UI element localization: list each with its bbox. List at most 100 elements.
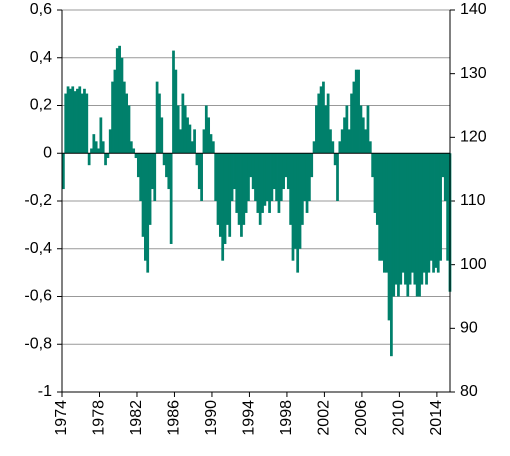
y-tick-label: 0,6 bbox=[30, 1, 52, 18]
bar bbox=[338, 141, 342, 154]
bar bbox=[176, 105, 180, 154]
y-tick-label: -0,6 bbox=[24, 288, 52, 305]
bar bbox=[195, 153, 199, 166]
bar bbox=[368, 141, 372, 154]
bar bbox=[387, 153, 391, 321]
bar bbox=[172, 50, 175, 154]
bar bbox=[425, 153, 428, 285]
bar bbox=[181, 93, 185, 154]
bar bbox=[160, 117, 164, 154]
bar bbox=[432, 153, 435, 273]
bar bbox=[76, 88, 79, 154]
bar bbox=[92, 134, 96, 154]
bar bbox=[420, 153, 424, 285]
bar bbox=[279, 153, 283, 201]
bar bbox=[90, 148, 93, 154]
x-tick-label: 1998 bbox=[278, 400, 295, 436]
bar bbox=[111, 81, 114, 154]
bar bbox=[249, 153, 253, 178]
bar bbox=[240, 153, 243, 237]
bar bbox=[319, 86, 323, 154]
bar bbox=[66, 86, 70, 154]
bar bbox=[378, 153, 382, 261]
bar bbox=[188, 124, 192, 154]
bar bbox=[186, 117, 189, 154]
x-tick-label: 2002 bbox=[316, 400, 333, 436]
bar bbox=[62, 153, 65, 190]
y2-tick-label: 130 bbox=[460, 65, 487, 82]
bar bbox=[115, 48, 119, 154]
y2-tick-label: 90 bbox=[460, 320, 478, 337]
bar bbox=[366, 105, 370, 154]
bar bbox=[183, 105, 187, 154]
bar bbox=[71, 86, 75, 154]
bar bbox=[441, 153, 445, 178]
y-tick-label: -0,4 bbox=[24, 240, 52, 257]
bar bbox=[207, 117, 211, 154]
bar bbox=[151, 153, 154, 190]
bar bbox=[167, 153, 171, 190]
bar bbox=[144, 153, 147, 261]
bar bbox=[204, 105, 208, 154]
y2-tick-label: 100 bbox=[460, 256, 487, 273]
bar bbox=[397, 153, 400, 297]
bar bbox=[125, 93, 129, 154]
bar bbox=[214, 153, 218, 201]
bar bbox=[263, 153, 267, 206]
x-tick-label: 1986 bbox=[166, 400, 183, 436]
bar bbox=[97, 148, 100, 154]
bar bbox=[399, 153, 403, 285]
bar bbox=[296, 153, 300, 273]
bar bbox=[101, 141, 105, 154]
bar bbox=[317, 93, 321, 154]
bar bbox=[308, 153, 311, 201]
bar bbox=[83, 88, 86, 154]
bar bbox=[127, 105, 131, 154]
bar bbox=[277, 153, 281, 213]
bar bbox=[94, 141, 98, 154]
bar bbox=[333, 153, 337, 166]
x-tick-label: 1978 bbox=[91, 400, 108, 436]
bar bbox=[228, 153, 232, 237]
y2-tick-label: 120 bbox=[460, 129, 487, 146]
bar bbox=[422, 153, 426, 273]
bar bbox=[284, 153, 288, 178]
bar bbox=[158, 93, 161, 154]
bar bbox=[385, 153, 389, 273]
bar bbox=[64, 93, 68, 154]
bar bbox=[371, 153, 375, 178]
bar bbox=[326, 93, 330, 154]
bar bbox=[289, 153, 293, 225]
bar bbox=[73, 91, 77, 154]
y-tick-label: 0 bbox=[43, 144, 52, 161]
bar bbox=[218, 153, 222, 237]
bar bbox=[165, 153, 168, 178]
bar bbox=[216, 153, 220, 225]
bar bbox=[347, 129, 351, 154]
bar bbox=[139, 153, 143, 201]
x-tick-label: 1994 bbox=[241, 400, 258, 436]
bar bbox=[254, 153, 257, 201]
bar bbox=[244, 153, 248, 213]
bar bbox=[394, 153, 398, 285]
bar bbox=[345, 105, 349, 154]
bar bbox=[209, 134, 213, 154]
bar bbox=[291, 153, 295, 261]
bar bbox=[298, 153, 302, 249]
bar bbox=[235, 153, 239, 213]
bar bbox=[275, 153, 278, 201]
bar bbox=[350, 93, 353, 154]
bar bbox=[427, 153, 431, 273]
bar bbox=[340, 129, 344, 154]
bar bbox=[324, 105, 328, 154]
bar bbox=[336, 153, 339, 201]
y2-tick-label: 140 bbox=[460, 1, 487, 18]
bar bbox=[439, 153, 442, 261]
y-tick-label: 0,2 bbox=[30, 97, 52, 114]
bar bbox=[141, 153, 145, 237]
bar bbox=[315, 105, 318, 154]
y-tick-label: -1 bbox=[38, 383, 52, 400]
bar bbox=[78, 86, 82, 154]
x-tick-label: 1982 bbox=[128, 400, 145, 436]
x-tick-label: 1990 bbox=[203, 400, 220, 436]
